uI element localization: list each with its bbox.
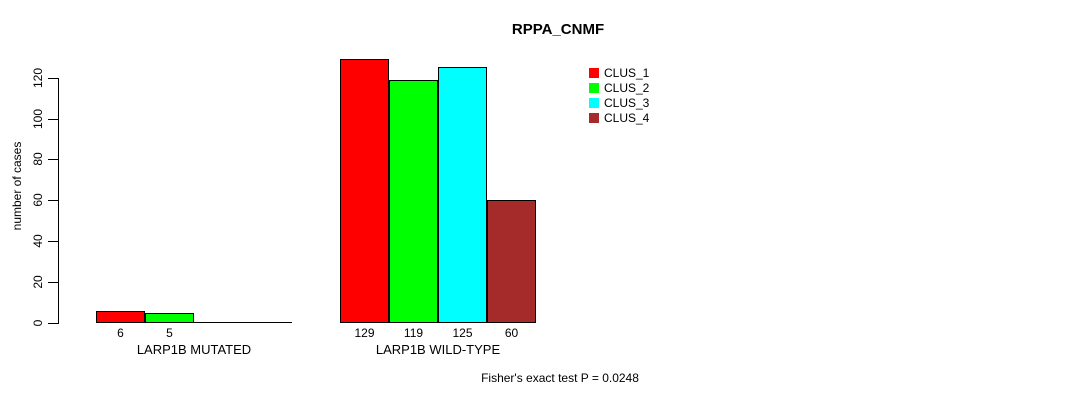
y-tick-label: 100: [31, 108, 45, 130]
legend-item: CLUS_1: [589, 65, 649, 80]
bar-value-label: 6: [117, 326, 124, 340]
y-tick: [48, 282, 58, 283]
chart-title: RPPA_CNMF: [511, 21, 605, 38]
y-axis-line: [58, 78, 59, 324]
legend-label: CLUS_3: [604, 95, 650, 110]
bar-zero-line: [194, 322, 243, 323]
y-tick-label: 0: [31, 319, 45, 327]
y-tick: [48, 241, 58, 242]
legend-swatch-icon: [589, 112, 599, 123]
bar-value-label: 125: [452, 326, 473, 340]
bar: [438, 67, 487, 323]
bar: [487, 200, 536, 323]
bar: [96, 311, 145, 323]
y-tick-label: 120: [31, 67, 45, 89]
bar-zero-line: [243, 322, 292, 323]
bar-value-label: 129: [354, 326, 375, 340]
x-category-label: LARP1B MUTATED: [136, 342, 252, 357]
y-tick: [48, 200, 58, 201]
legend-label: CLUS_1: [604, 65, 650, 80]
legend-item: CLUS_3: [589, 95, 649, 110]
legend-label: CLUS_4: [604, 110, 650, 125]
y-axis-label: number of cases: [10, 141, 24, 231]
bar-value-label: 60: [504, 326, 519, 340]
y-tick-label: 60: [31, 193, 45, 207]
legend: CLUS_1 CLUS_2 CLUS_3 CLUS_4: [589, 65, 649, 125]
bar: [340, 59, 389, 323]
legend-swatch-icon: [589, 82, 599, 93]
bar: [389, 80, 438, 323]
legend-item: CLUS_4: [589, 110, 649, 125]
bar: [145, 313, 194, 323]
y-tick-label: 80: [31, 152, 45, 166]
bar-value-label: 119: [403, 326, 424, 340]
fishers-test-footnote: Fisher's exact test P = 0.0248: [481, 371, 639, 385]
y-tick-label: 20: [31, 275, 45, 289]
y-tick-label: 40: [31, 234, 45, 248]
y-tick: [48, 78, 58, 79]
legend-swatch-icon: [589, 97, 599, 108]
legend-item: CLUS_2: [589, 80, 649, 95]
legend-swatch-icon: [589, 67, 599, 78]
y-tick: [48, 323, 58, 324]
legend-label: CLUS_2: [604, 80, 650, 95]
y-tick: [48, 159, 58, 160]
x-category-label: LARP1B WILD-TYPE: [375, 342, 501, 357]
y-tick: [48, 119, 58, 120]
bar-value-label: 5: [166, 326, 173, 340]
